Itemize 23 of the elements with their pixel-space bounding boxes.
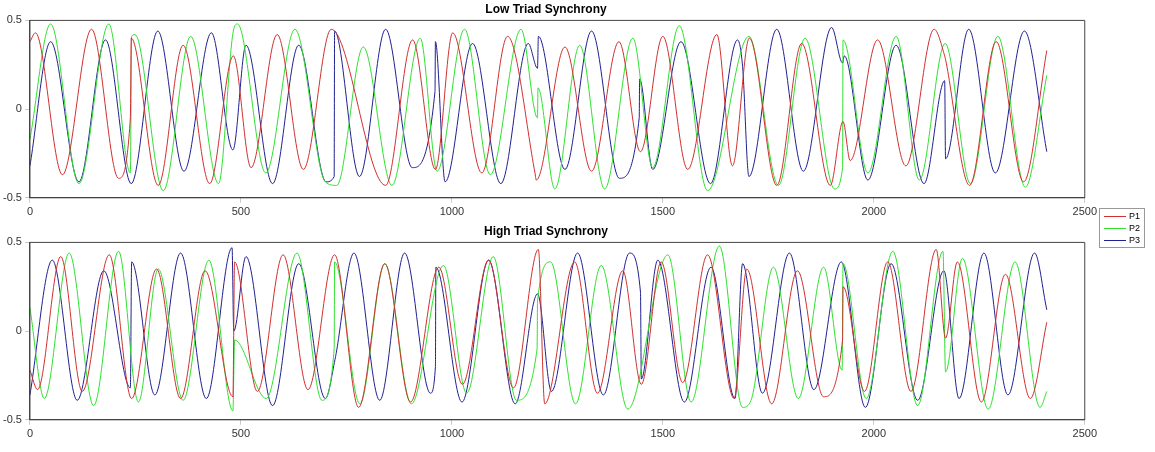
legend-label: P3 — [1129, 235, 1141, 245]
chart-title: Low Triad Synchrony — [485, 1, 607, 16]
y-tick-label: 0 — [15, 324, 22, 337]
x-tick-label: 1000 — [439, 205, 465, 218]
x-tick-label: 0 — [26, 205, 34, 218]
x-tick-label: 1500 — [650, 205, 676, 218]
chart-title: High Triad Synchrony — [483, 223, 609, 238]
x-tick-label: 500 — [231, 205, 251, 218]
x-tick-label: 2000 — [861, 205, 887, 218]
y-tick-label: 0.5 — [6, 235, 22, 248]
x-tick-label: 500 — [231, 427, 251, 440]
y-tick-label: 0.5 — [6, 13, 22, 26]
legend-label: P1 — [1129, 211, 1141, 221]
x-tick-label: 2500 — [1072, 427, 1098, 440]
x-tick-label: 1500 — [650, 427, 676, 440]
x-tick-label: 0 — [26, 427, 34, 440]
y-tick-label: -0.5 — [2, 190, 22, 203]
y-tick-label: 0 — [15, 102, 22, 115]
legend-label: P2 — [1129, 223, 1141, 233]
x-tick-label: 2000 — [861, 427, 887, 440]
y-tick-label: -0.5 — [2, 412, 22, 425]
x-tick-label: 2500 — [1072, 205, 1098, 218]
x-tick-label: 1000 — [439, 427, 465, 440]
